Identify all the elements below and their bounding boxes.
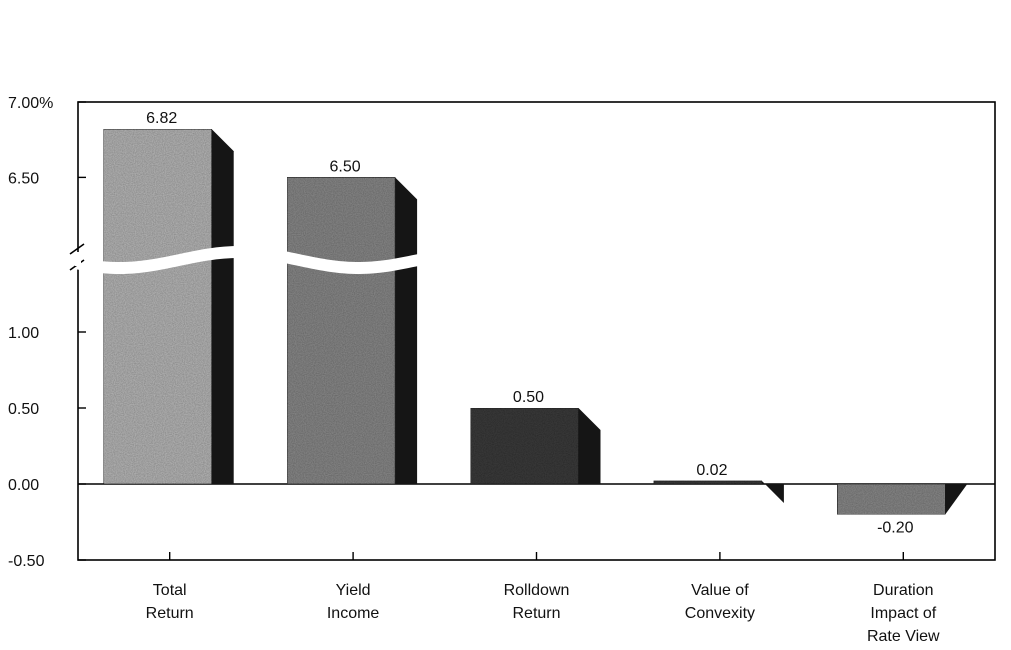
y-tick-label-4: 0.00 [8,477,39,494]
category-label-line: Convexity [685,605,755,622]
category-label-2: Rolldown Return [504,582,570,622]
axis-gap [75,252,81,266]
bar-group-1: 6.50 [286,158,418,485]
y-tick-label-2: 1.00 [8,325,39,342]
value-label-2: 0.50 [513,389,544,406]
bar-2 [470,407,579,485]
category-label-line: Impact of [870,605,936,622]
category-label-4: Duration Impact of Rate View [867,582,940,645]
category-label-line: Income [327,605,380,622]
bar-4 [836,483,946,515]
break-band [60,246,440,274]
bar-0 [103,128,212,485]
bar-group-3: 0.02 [653,462,784,503]
x-axis: Total Return Yield Income Rolldown Return Valu… [146,552,940,645]
value-label-1: 6.50 [330,158,361,175]
category-label-line: Duration [873,582,933,599]
break-mark-top [69,243,85,255]
bars: 6.82 6.50 0.50 0.02 -0.20 [103,110,968,536]
y-tick-label-0: 7.00% [8,95,53,112]
category-label-line: Return [512,605,560,622]
bar-side-3 [761,480,784,503]
y-axis: 7.00% 6.50 1.00 0.50 0.00 -0.50 [8,95,86,570]
category-label-0: Total Return [146,582,194,622]
category-label-line: Value of [691,582,749,599]
bar-side-0 [211,129,234,484]
bar-1 [286,177,396,485]
bar-group-2: 0.50 [470,389,601,485]
category-label-line: Rolldown [504,582,570,599]
value-label-0: 6.82 [146,110,177,127]
axis-break [60,243,440,274]
bar-side-4 [945,484,968,515]
y-tick-label-3: 0.50 [8,401,39,418]
y-tick-label-1: 6.50 [8,170,39,187]
bar-3 [653,480,763,485]
bar-side-1 [395,177,418,484]
bar-group-0: 6.82 [103,110,234,485]
y-tick-label-5: -0.50 [8,553,45,570]
category-label-1: Yield Income [327,582,380,622]
category-label-line: Return [146,605,194,622]
value-label-3: 0.02 [696,462,727,479]
bar-side-2 [578,408,601,484]
category-label-3: Value of Convexity [685,582,755,622]
category-label-line: Yield [336,582,371,599]
value-label-4: -0.20 [877,519,914,536]
bar-group-4: -0.20 [836,483,968,536]
category-label-line: Total [153,582,187,599]
category-label-line: Rate View [867,628,940,645]
